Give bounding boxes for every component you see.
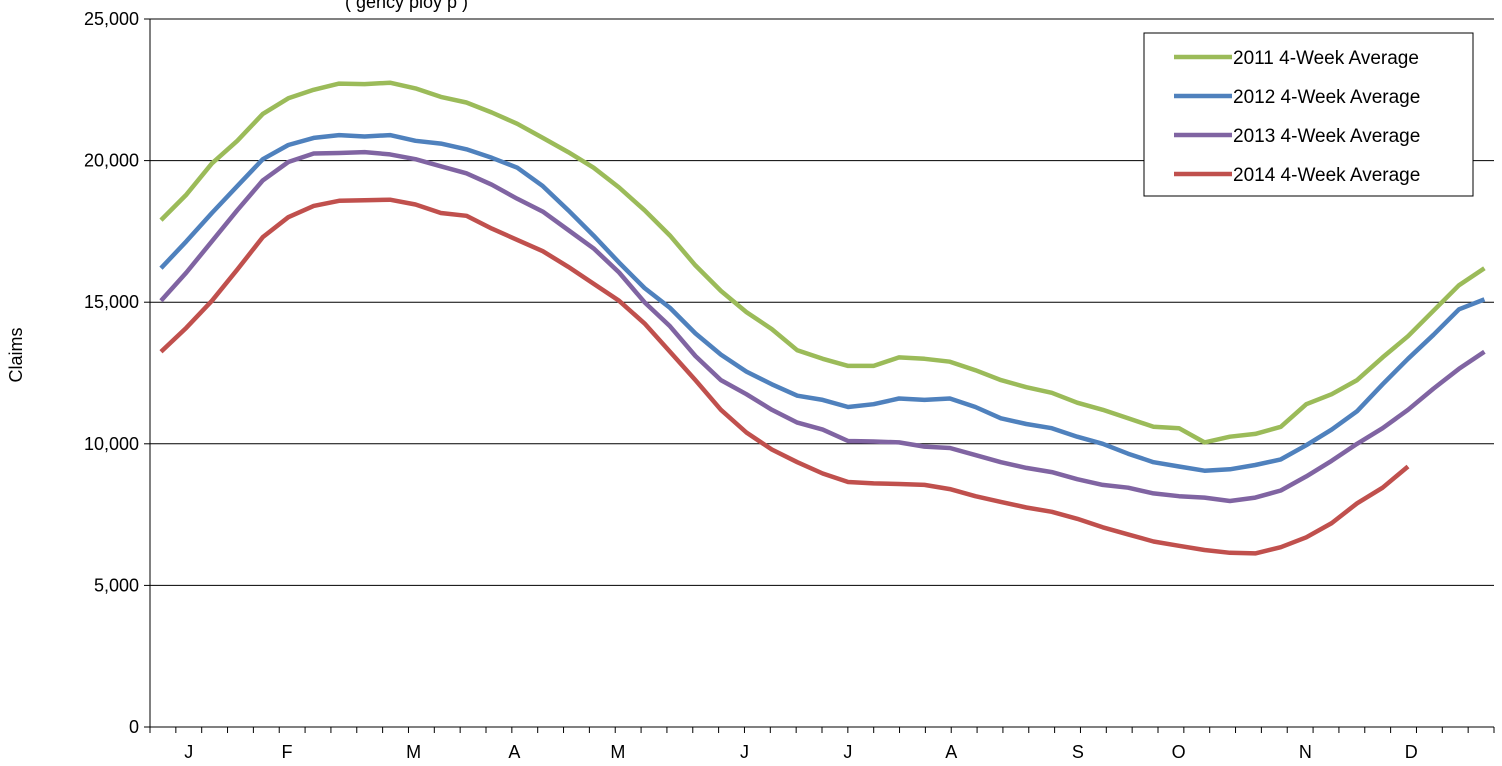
legend: 2011 4-Week Average 2012 4-Week Average 20… xyxy=(1143,32,1474,197)
legend-label-3: 2013 4-Week Average xyxy=(1233,126,1420,147)
x-tick-label: A xyxy=(508,742,520,762)
chart-subtitle: ( gency ploy p ) xyxy=(345,0,468,12)
x-tick-label: D xyxy=(1405,742,1418,762)
y-axis-ticks: 0 5,000 10,000 15,000 20,000 25,000 xyxy=(84,9,150,737)
series-lines xyxy=(159,80,1486,556)
series-line-1 xyxy=(159,80,1486,445)
y-tick-label: 20,000 xyxy=(84,151,139,171)
y-tick-label: 10,000 xyxy=(84,434,139,454)
x-tick-label: A xyxy=(945,742,957,762)
legend-label-4: 2014 4-Week Average xyxy=(1233,165,1420,186)
y-tick-label: 0 xyxy=(129,717,139,737)
legend-label-2: 2012 4-Week Average xyxy=(1233,87,1420,108)
series-line-4 xyxy=(159,197,1410,556)
y-tick-label: 25,000 xyxy=(84,9,139,29)
legend-label-1: 2011 4-Week Average xyxy=(1233,48,1419,69)
x-tick-label: M xyxy=(406,742,421,762)
x-tick-label: F xyxy=(281,742,292,762)
x-tick-label: M xyxy=(610,742,625,762)
y-tick-label: 15,000 xyxy=(84,292,139,312)
x-tick-label: O xyxy=(1172,742,1186,762)
legend-box xyxy=(1143,32,1474,197)
y-axis-title: Claims xyxy=(6,327,26,382)
x-tick-label: S xyxy=(1072,742,1084,762)
x-tick-label: J xyxy=(184,742,193,762)
x-tick-label: J xyxy=(740,742,749,762)
y-tick-label: 5,000 xyxy=(94,575,139,595)
x-tick-label: N xyxy=(1299,742,1312,762)
series-line-3 xyxy=(159,149,1486,504)
series-line-2 xyxy=(159,132,1486,473)
x-tick-label: J xyxy=(843,742,852,762)
